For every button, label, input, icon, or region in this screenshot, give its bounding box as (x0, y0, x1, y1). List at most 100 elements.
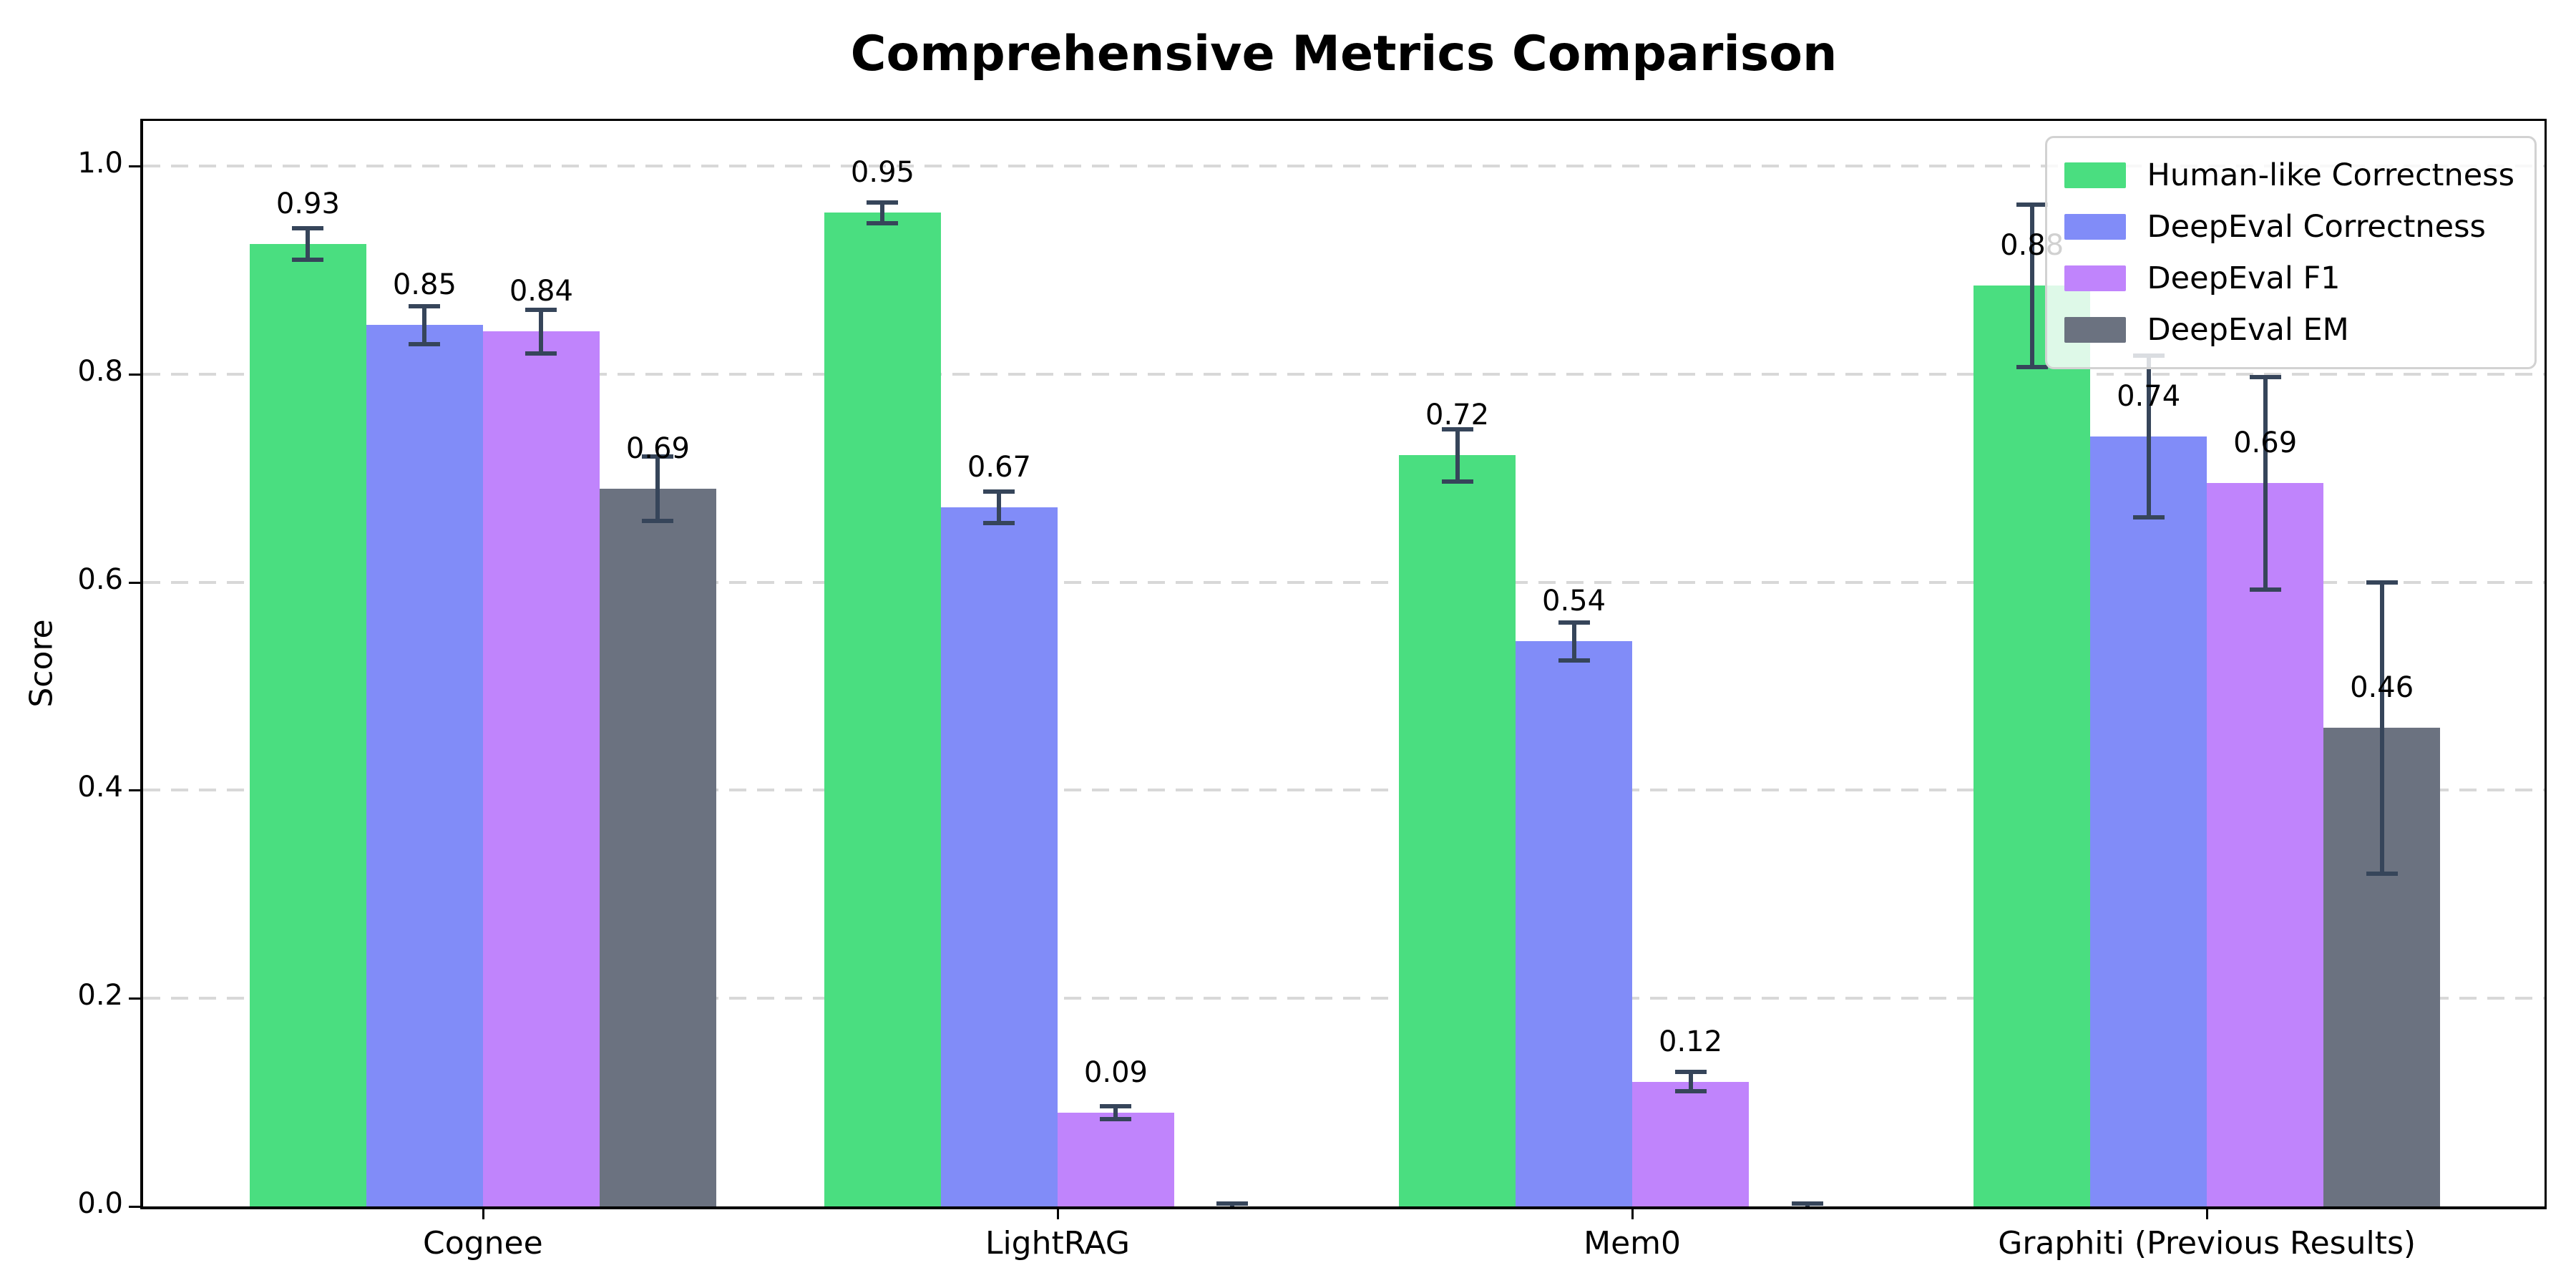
x-tick-label-0: Cognee (423, 1225, 543, 1262)
bar-value-label: 0.74 (2117, 380, 2181, 414)
y-tick-0.4 (129, 789, 140, 792)
bar-deepeval-em-0 (599, 488, 716, 1206)
bar-value-label: 0.69 (625, 431, 690, 465)
bar-human-like-correctness-1 (824, 213, 941, 1206)
legend-item-label: DeepEval Correctness (2147, 209, 2486, 245)
bar-human-like-correctness-2 (1399, 455, 1516, 1206)
error-bar-line (2146, 355, 2151, 518)
bar-value-label: 0.93 (275, 187, 340, 221)
error-bar-cap-bottom (2249, 587, 2281, 592)
legend-item-label: DeepEval F1 (2147, 260, 2341, 296)
y-tick-label-0.0: 0.0 (77, 1187, 123, 1220)
error-bar-line (1688, 1072, 1693, 1091)
error-bar-line (2379, 582, 2384, 874)
gridline-y-0.4 (143, 789, 2545, 792)
x-tick-0 (482, 1209, 484, 1219)
error-bar-line (2263, 377, 2268, 590)
error-bar-cap-bottom (2366, 871, 2398, 876)
error-bar-line (1455, 429, 1460, 482)
error-bar-line (1571, 623, 1576, 660)
y-tick-0.0 (129, 1206, 140, 1208)
x-tick-1 (1056, 1209, 1059, 1219)
axis-spine-right (2545, 119, 2547, 1209)
axis-spine-bottom (140, 1206, 2547, 1209)
x-tick-label-2: Mem0 (1584, 1225, 1681, 1262)
error-bar-cap-bottom (2016, 364, 2048, 369)
legend-item: Human-like Correctness (2064, 150, 2514, 201)
x-tick-2 (1631, 1209, 1634, 1219)
axis-spine-top (140, 119, 2547, 121)
bar-value-label: 0.85 (392, 268, 457, 302)
error-bar-line (880, 202, 885, 223)
x-tick-3 (2206, 1209, 2209, 1219)
error-bar-cap-bottom (525, 351, 557, 356)
error-bar-line (997, 492, 1002, 523)
error-bar-cap-top (1100, 1104, 1132, 1109)
bar-value-label: 0.84 (509, 275, 573, 308)
error-bar-cap-top (983, 489, 1015, 494)
bar-deepeval-f1-2 (1632, 1081, 1750, 1206)
error-bar-cap-top (867, 200, 899, 205)
legend: Human-like Correctness DeepEval Correctne… (2044, 136, 2537, 369)
y-tick-0.2 (129, 997, 140, 1000)
error-bar-cap-bottom (1674, 1088, 1707, 1093)
error-bar-cap-top (1674, 1070, 1707, 1075)
bar-deepeval-f1-0 (482, 331, 600, 1206)
bar-human-like-correctness-0 (249, 244, 366, 1206)
y-tick-1.0 (129, 165, 140, 167)
error-bar-cap-top (1791, 1201, 1823, 1206)
error-bar-cap-top (292, 226, 324, 231)
y-axis-label: Score (23, 619, 60, 708)
error-bar-cap-top (525, 307, 557, 312)
axis-spine-left (140, 119, 143, 1209)
y-tick-label-0.2: 0.2 (77, 979, 123, 1013)
gridline-y-0.8 (143, 372, 2545, 376)
bar-value-label: 0.95 (850, 156, 914, 190)
bar-value-label: 0.09 (1083, 1056, 1148, 1090)
error-bar-cap-top (642, 454, 674, 459)
y-tick-label-0.6: 0.6 (77, 562, 123, 596)
y-tick-label-1.0: 1.0 (77, 146, 123, 180)
gridline-y-0.2 (143, 997, 2545, 1000)
error-bar-cap-top (1216, 1201, 1249, 1206)
error-bar-cap-top (1441, 426, 1473, 431)
error-bar-cap-bottom (292, 257, 324, 262)
error-bar-cap-bottom (1558, 658, 1590, 663)
error-bar-cap-bottom (983, 520, 1015, 525)
error-bar-line (539, 309, 544, 353)
bar-deepeval-f1-3 (2207, 483, 2324, 1206)
error-bar-cap-bottom (2132, 515, 2165, 520)
bar-deepeval-correctness-0 (366, 325, 483, 1206)
error-bar-line (2029, 204, 2034, 367)
error-bar-cap-top (1558, 620, 1590, 625)
error-bar-line (422, 306, 427, 344)
x-tick-label-1: LightRAG (985, 1225, 1130, 1262)
bar-deepeval-correctness-1 (940, 507, 1058, 1206)
plot-area: 0.93 0.95 0.72 0.88 0.85 0.67 0.54 0.74 0.84 0.09… (143, 121, 2545, 1206)
gridline-y-0.6 (143, 580, 2545, 584)
bar-value-label: 0.72 (1425, 399, 1490, 432)
legend-swatch (2064, 214, 2126, 240)
bar-deepeval-correctness-3 (2090, 436, 2207, 1206)
error-bar-cap-bottom (867, 220, 899, 225)
error-bar-cap-bottom (409, 341, 441, 346)
error-bar-cap-top (2366, 580, 2398, 585)
bar-human-like-correctness-3 (1974, 286, 2091, 1206)
error-bar-cap-top (409, 304, 441, 309)
x-tick-label-3: Graphiti (Previous Results) (1998, 1225, 2416, 1262)
error-bar-line (655, 456, 660, 521)
error-bar-cap-bottom (1441, 479, 1473, 484)
bar-value-label: 0.46 (2350, 671, 2414, 705)
bar-value-label: 0.69 (2233, 426, 2298, 460)
legend-swatch (2064, 317, 2126, 343)
legend-item: DeepEval Correctness (2064, 201, 2514, 253)
bar-deepeval-correctness-2 (1516, 641, 1633, 1206)
y-tick-0.8 (129, 373, 140, 376)
bar-deepeval-f1-1 (1057, 1113, 1174, 1206)
bar-value-label: 0.67 (967, 450, 1031, 484)
error-bar-line (1113, 1106, 1118, 1119)
bar-value-label: 0.12 (1659, 1025, 1723, 1058)
error-bar-cap-top (2249, 375, 2281, 380)
legend-item: DeepEval EM (2064, 304, 2514, 356)
